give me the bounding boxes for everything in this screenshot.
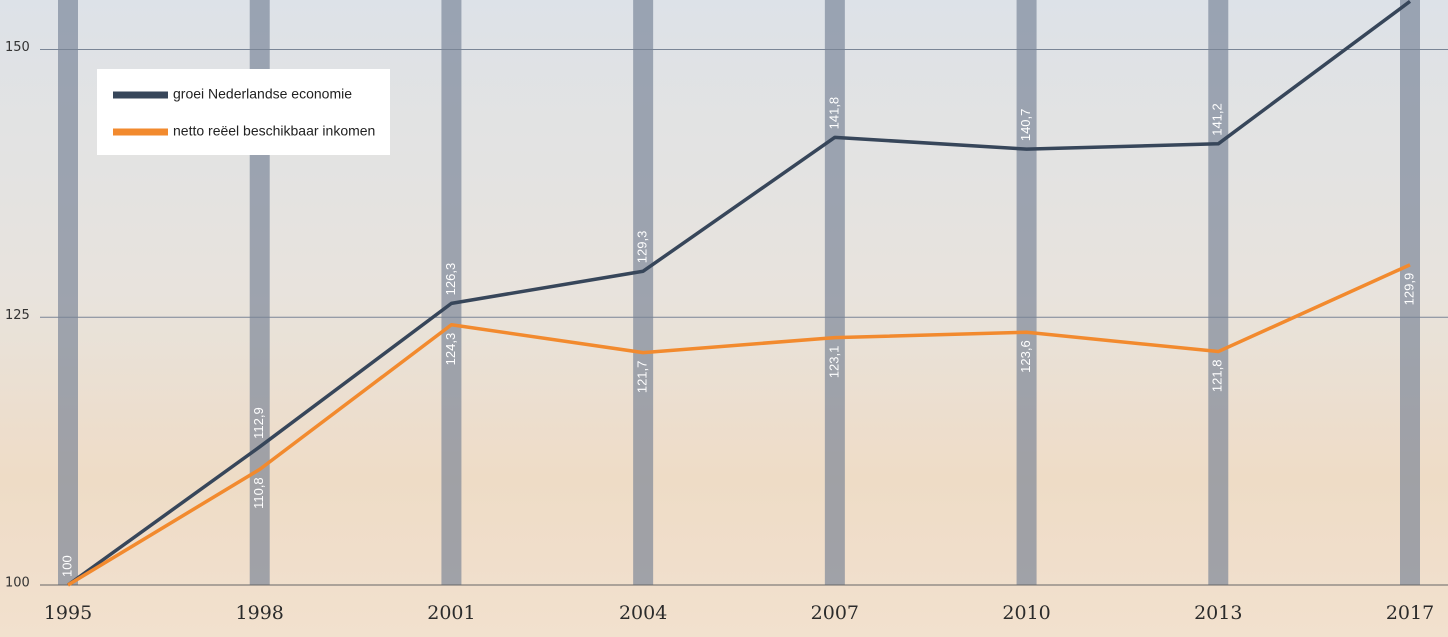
x-tick-label: 2001: [427, 602, 475, 624]
x-tick-label: 2013: [1194, 602, 1242, 624]
year-column: [825, 0, 845, 585]
x-tick-label: 2017: [1386, 602, 1434, 624]
value-label: 141,8: [826, 97, 841, 130]
y-tick-label: 150: [5, 40, 30, 55]
year-column: [1208, 0, 1228, 585]
x-tick-label: 2010: [1002, 602, 1050, 624]
y-tick-label: 125: [5, 308, 30, 323]
value-label: 110,8: [251, 477, 266, 509]
year-column: [58, 0, 78, 585]
x-tick-label: 2004: [619, 602, 667, 624]
value-label: 123,6: [1018, 340, 1033, 373]
x-tick-label: 2007: [811, 602, 859, 624]
year-column: [633, 0, 653, 585]
y-tick-label: 100: [5, 576, 30, 591]
value-label: 126,3: [443, 263, 458, 296]
value-label: 112,9: [251, 407, 266, 439]
x-tick-label: 1998: [236, 602, 284, 624]
value-label: 121,7: [635, 361, 650, 394]
value-label: 121,8: [1210, 360, 1225, 393]
value-label: 129,9: [1401, 273, 1416, 306]
legend-label: groei Nederlandse economie: [173, 86, 352, 102]
value-label: 141,2: [1210, 103, 1225, 136]
legend-label: netto reëel beschikbaar inkomen: [173, 123, 375, 139]
value-label: 123,1: [826, 346, 841, 379]
year-column: [1017, 0, 1037, 585]
x-tick-label: 1995: [44, 602, 92, 624]
chart: 1995 1998 2001 2004 2007 2010 2013 2017 100 125 15…: [0, 0, 1448, 637]
value-label: 129,3: [635, 231, 650, 264]
value-label: 100: [59, 555, 74, 577]
value-label: 140,7: [1018, 109, 1033, 142]
legend-box: [97, 69, 390, 155]
value-label: 124,3: [443, 333, 458, 366]
